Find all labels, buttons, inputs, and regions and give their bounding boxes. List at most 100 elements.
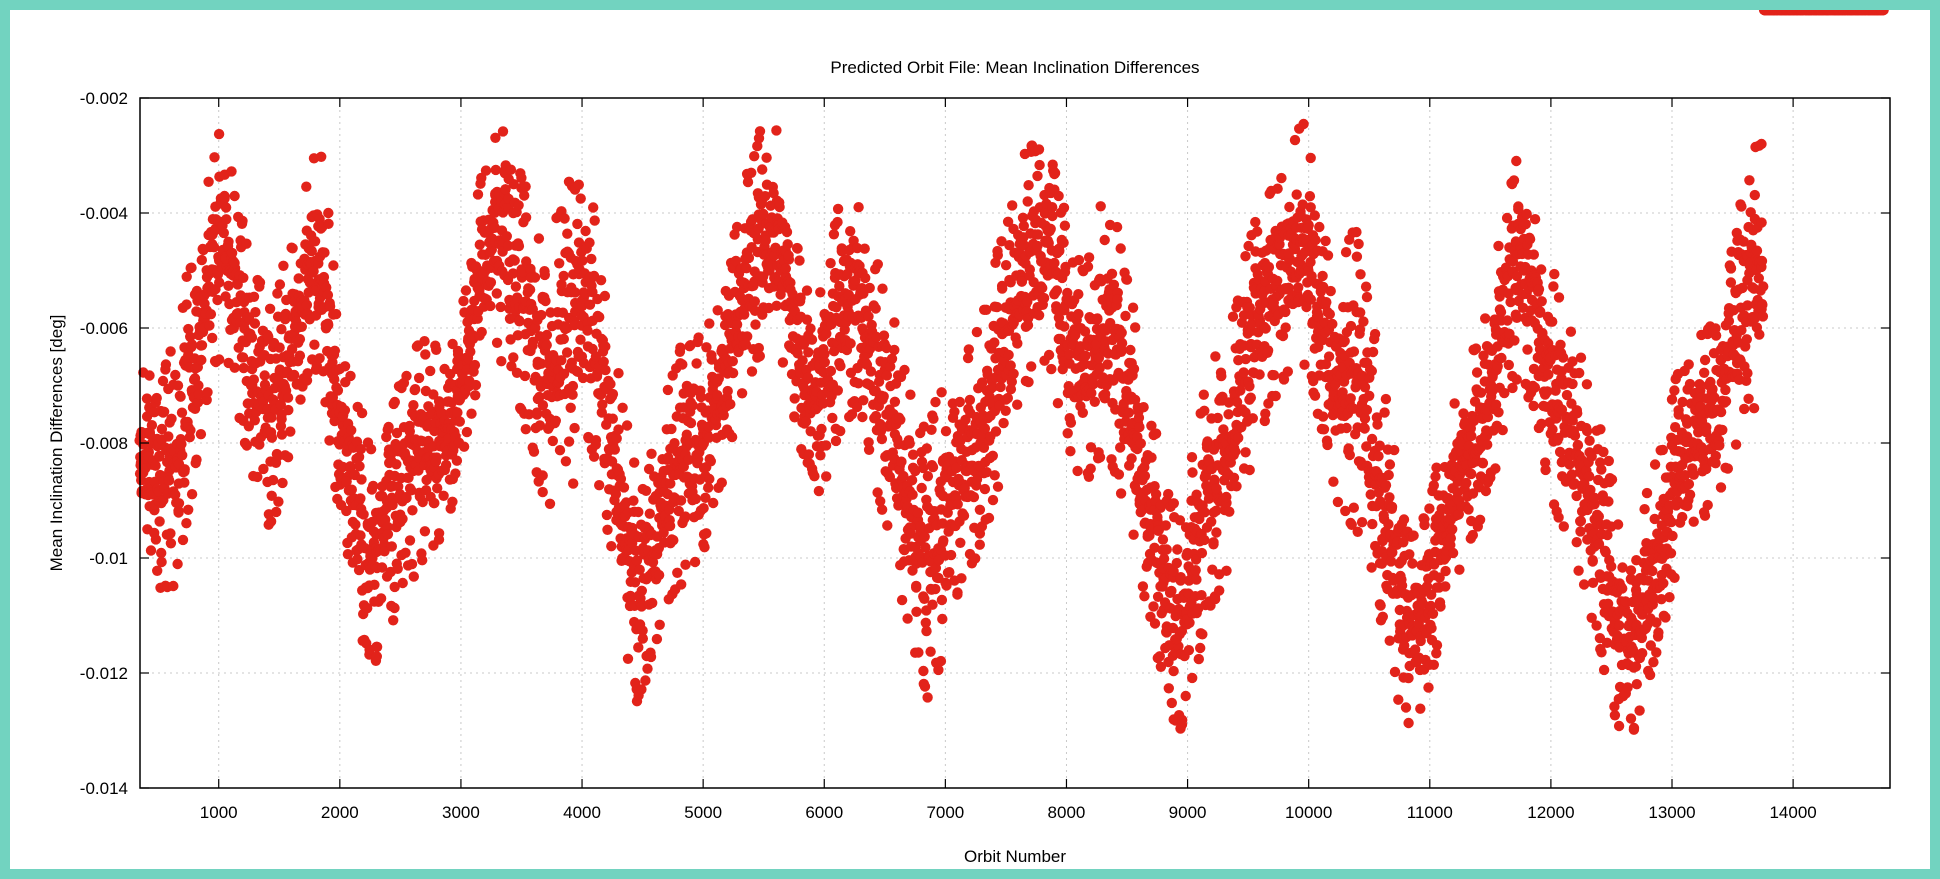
data-point [177,534,189,546]
data-point [295,394,306,405]
data-point [700,492,711,503]
data-point [505,164,517,175]
data-point [355,493,366,504]
data-point [853,378,864,389]
data-point [214,277,225,288]
data-point [1383,519,1394,530]
orbit-inclination-chart: 1000 2000 3000 4000 5000 6000 7000 8000 9000 1000… [47,10,1891,866]
data-point [476,326,487,338]
data-point [314,213,325,225]
data-point [987,494,999,506]
data-point [156,556,167,568]
data-point [520,212,532,223]
data-point [1121,274,1133,285]
data-point [1168,665,1179,677]
data-point [936,594,948,606]
data-point [634,564,645,575]
data-point [454,416,465,427]
data-point [588,202,599,213]
data-point [371,651,382,662]
data-point [1660,612,1671,623]
data-point [1252,226,1263,237]
data-point [1227,311,1239,322]
data-point [342,549,354,560]
data-point [1730,439,1742,450]
data-point [828,229,840,240]
data-point [1466,468,1477,480]
data-point [1741,334,1753,345]
data-point [617,402,628,413]
data-point [1553,292,1565,303]
data-point [237,352,249,363]
data-point [1380,393,1392,405]
data-point [1490,463,1501,474]
data-point [1250,216,1261,228]
data-point [309,339,320,350]
data-point [819,357,830,368]
data-point [556,279,567,290]
data-point [249,415,260,426]
data-point [1644,669,1656,681]
data-point [330,308,342,320]
data-point [1032,170,1043,182]
data-point [241,238,252,249]
data-point [276,324,287,335]
data-point [1598,446,1609,458]
data-point [1375,600,1386,611]
data-point [760,235,771,246]
data-point [238,362,249,374]
data-point [1540,464,1551,476]
data-point [527,442,538,453]
data-point [621,420,633,431]
data-point [406,485,417,496]
data-point [983,512,995,524]
data-point [701,528,712,539]
data-point [1567,378,1578,390]
data-point [1699,354,1711,366]
data-point [1493,407,1504,418]
data-point [1340,247,1352,258]
data-point [222,239,234,251]
data-point [857,411,868,423]
data-point [1197,629,1208,640]
data-point [1008,368,1019,379]
data-point [1572,440,1584,451]
data-point [369,579,380,590]
data-point [236,218,248,229]
data-point [905,389,916,400]
data-point [746,366,758,377]
data-point [1614,620,1625,631]
data-point [681,429,692,440]
data-point [323,218,334,229]
data-point [1684,378,1696,390]
data-point [1358,422,1369,433]
data-point [936,387,947,398]
data-point [989,337,1000,348]
data-point [937,537,949,548]
data-point [575,334,586,345]
data-point [590,439,601,450]
data-point [165,346,176,357]
data-point [1180,690,1191,702]
data-point [853,202,864,213]
data-point [1648,657,1659,668]
data-point [1304,191,1316,202]
data-point [1176,719,1188,730]
data-point [241,440,252,451]
data-point [1184,617,1195,628]
data-point [501,231,512,242]
data-point [275,420,287,432]
data-point [1051,285,1063,296]
data-point [383,421,394,433]
data-point [1120,310,1131,322]
data-point [594,311,605,323]
data-point [529,272,541,283]
data-point [898,470,909,482]
data-point [889,344,900,356]
data-point [1369,333,1380,345]
data-point [223,280,234,291]
data-point [1503,359,1515,371]
data-point [1404,549,1415,560]
data-point [691,358,702,369]
data-point [618,482,630,493]
